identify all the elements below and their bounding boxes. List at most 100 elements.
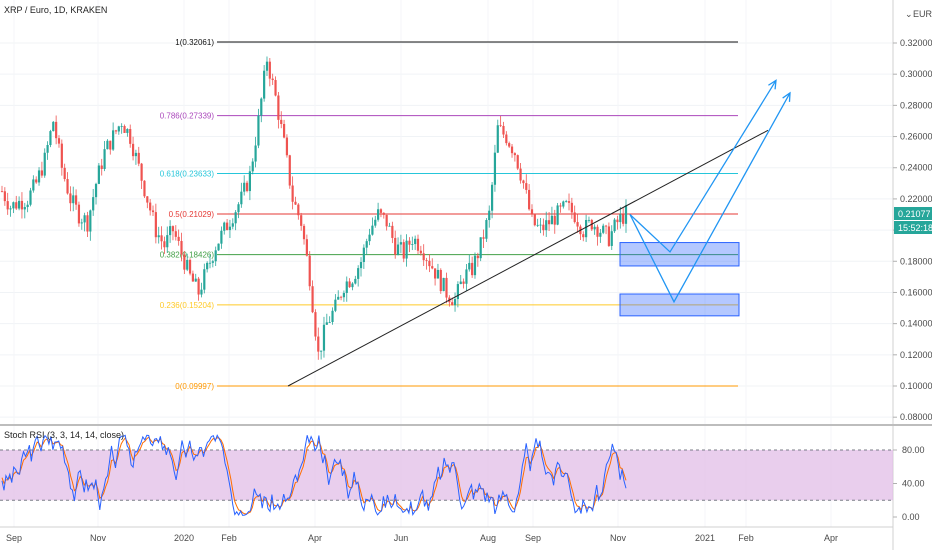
candle-body — [151, 210, 155, 213]
candle-body — [140, 163, 143, 181]
candle-body — [277, 95, 280, 120]
candle-body — [223, 222, 226, 231]
candle-body — [462, 281, 465, 284]
target-zones[interactable] — [619, 242, 740, 317]
indicator-tick-label: 40.00 — [902, 479, 925, 489]
candle-body — [97, 165, 100, 184]
candle-body — [428, 260, 431, 267]
currency-label[interactable]: ⌄ EUR — [905, 9, 932, 19]
price-tick-label: 0.24000 — [900, 163, 932, 173]
time-label: 2020 — [174, 533, 194, 543]
candle-body — [80, 222, 83, 224]
indicator-title[interactable]: Stoch RSI (3, 3, 14, 14, close) — [4, 430, 124, 440]
candle-body — [482, 237, 485, 239]
candle-body — [425, 260, 428, 261]
candle-body — [476, 255, 479, 259]
candle-body — [43, 152, 46, 176]
candle-body — [245, 182, 249, 192]
price-tick-label: 0.32000 — [900, 38, 932, 48]
candle-body — [217, 243, 220, 251]
candle-body — [134, 152, 138, 157]
candle-body — [94, 183, 98, 198]
candle-body — [596, 226, 599, 237]
candle-body — [282, 124, 286, 138]
candle-body — [351, 283, 354, 288]
price-tick-label: 0.26000 — [900, 132, 932, 142]
candle-body — [362, 247, 365, 263]
time-axis[interactable]: Sep Nov 2020 Feb Apr Jun Aug Sep Nov 2021 Feb Apr — [6, 533, 838, 543]
candle-body — [337, 296, 340, 300]
trendline[interactable] — [287, 129, 769, 387]
candle-body — [131, 143, 135, 157]
candle-body — [248, 171, 251, 192]
candle-body — [604, 225, 608, 227]
candle-body — [377, 209, 380, 220]
candle-body — [55, 121, 58, 139]
candle-body — [60, 143, 63, 168]
price-tick-label: 0.12000 — [900, 350, 932, 360]
candle-body — [570, 202, 573, 213]
candle-body — [385, 214, 388, 227]
stoch-rsi-band — [0, 449, 893, 501]
time-label: Apr — [824, 533, 838, 543]
projection-path-lower — [629, 92, 791, 304]
stoch-k-line — [1, 434, 627, 517]
candle-body — [254, 145, 257, 162]
candle-body — [433, 268, 437, 279]
price-scale[interactable]: 0.32000 0.30000 0.28000 0.26000 0.24000 0.220… — [893, 38, 932, 422]
candle-body — [528, 189, 531, 210]
fibonacci-retracement[interactable]: 1(0.32061) 0.786(0.27339) 0.618(0.23633) 0.… — [160, 38, 738, 391]
candle-body — [613, 219, 616, 232]
projection-arrows[interactable] — [629, 79, 791, 304]
indicator-tick-label: 80.00 — [902, 445, 925, 455]
candle-body — [399, 242, 403, 245]
bar-countdown: 15:52:18 — [898, 223, 932, 233]
countdown-bg — [894, 221, 932, 234]
candle-body — [46, 145, 49, 153]
candle-body — [624, 205, 628, 224]
last-price-value: 0.21077 — [898, 209, 931, 219]
candle-body — [9, 208, 12, 210]
candle-body — [251, 161, 254, 172]
candle-body — [294, 201, 297, 205]
candle-body — [240, 191, 243, 205]
candle-body — [456, 284, 459, 300]
candle-body — [52, 121, 55, 132]
candle-body — [547, 220, 551, 225]
candle-body — [291, 185, 294, 202]
candle-body — [137, 152, 140, 164]
candle-body — [545, 220, 548, 231]
candle-body — [297, 204, 300, 216]
candle-body — [388, 225, 391, 227]
fib-level-label: 0.236(0.15204) — [160, 301, 215, 310]
stoch-rsi-lines — [1, 434, 627, 517]
candle-body — [20, 200, 24, 210]
projection-path-upper — [629, 80, 777, 253]
candle-body — [602, 225, 605, 233]
candle-body — [479, 237, 482, 259]
chevron-down-icon: ⌄ — [905, 9, 913, 19]
indicator-scale[interactable]: 80.00 40.00 0.00 — [893, 445, 925, 522]
candle-body — [146, 196, 149, 203]
price-tick-label: 0.30000 — [900, 69, 932, 79]
candle-body — [471, 262, 474, 276]
candle-body — [285, 137, 289, 156]
candle-body — [368, 234, 371, 242]
candle-body — [308, 255, 311, 287]
candle-body — [100, 165, 103, 169]
candle-body — [169, 226, 172, 236]
candle-body — [63, 167, 66, 180]
candle-body — [257, 115, 260, 146]
candle-body — [331, 310, 334, 322]
candle-body — [225, 222, 229, 231]
candle-body — [271, 78, 274, 81]
candle-body — [525, 183, 528, 190]
candle-body — [183, 254, 186, 270]
price-tick-label: 0.16000 — [900, 287, 932, 297]
candle-body — [123, 126, 126, 133]
candle-body — [26, 204, 29, 208]
candle-body — [530, 209, 534, 215]
candle-body — [345, 281, 348, 293]
candle-body — [3, 191, 6, 202]
